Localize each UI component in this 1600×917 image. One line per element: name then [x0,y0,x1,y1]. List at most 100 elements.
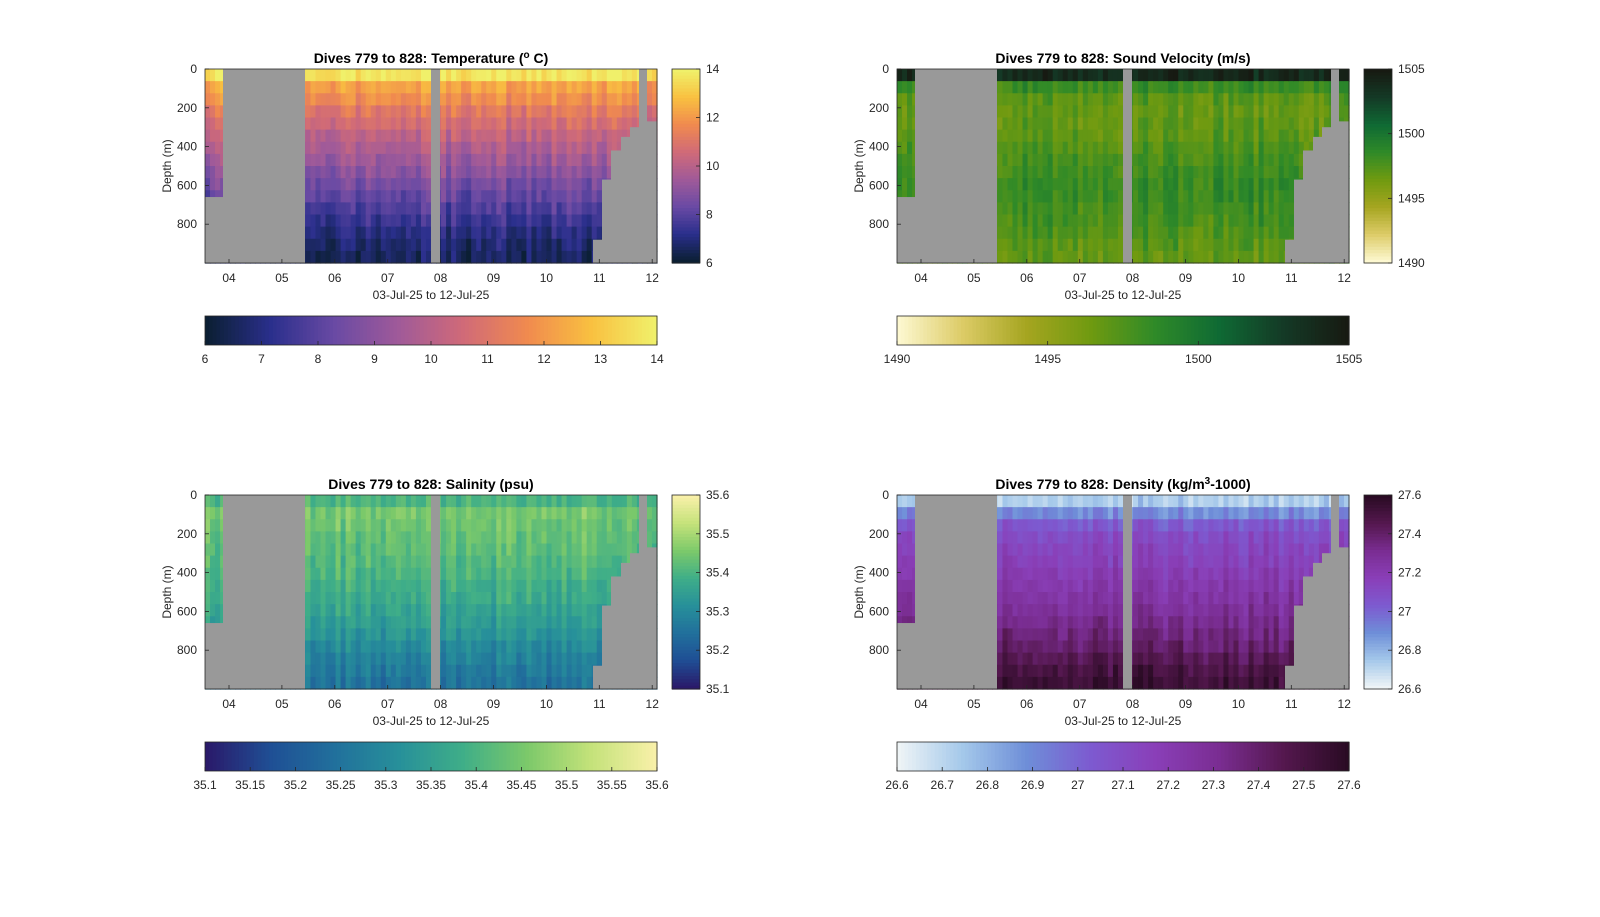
heatmap-cell [205,519,211,532]
heatmap-cell [1323,117,1330,131]
heatmap-cell [330,93,337,106]
heatmap-cell [1012,153,1019,167]
heatmap-cell [451,543,457,557]
heatmap-cell [1223,81,1230,94]
colorbar-segment [336,742,342,771]
axes-box [896,68,1350,264]
colorbar-segment [672,191,700,196]
heatmap-cell [1178,214,1184,228]
heatmap-cell [1022,153,1029,167]
heatmap-cell [501,153,507,167]
heatmap-cell [446,604,452,617]
colorbar-segment [626,316,632,345]
colorbar-segment [359,316,364,345]
colorbar-segment [672,130,700,135]
heatmap-cell [496,652,502,666]
heatmap-cell [425,250,432,264]
heatmap-cell [1102,190,1109,203]
heatmap-cell [315,81,322,94]
heatmap-cell [1183,214,1189,228]
colorbar-segment [1232,316,1237,345]
heatmap-cell [446,93,452,106]
colorbar-segment [672,669,700,674]
heatmap-cell [425,640,432,654]
heatmap-cell [1163,81,1169,94]
colorbar-segment [476,316,481,345]
heatmap-cell [621,93,628,106]
heatmap-cell [1258,250,1265,264]
heatmap-cell [1007,81,1014,94]
heatmap-cell [1268,190,1275,203]
heatmap-cell [456,567,462,581]
heatmap-cell [441,579,447,593]
heatmap-cell [1178,129,1184,143]
heatmap-cell [536,616,543,629]
heatmap-cell [536,604,543,617]
heatmap-cell [425,105,432,119]
heatmap-cell [566,178,573,191]
colorbar-segment [415,742,421,771]
heatmap-cell [405,579,412,593]
heatmap-cell [521,141,528,155]
heatmap-cell [491,519,497,532]
heatmap-cell [576,519,583,532]
heatmap-cell [506,531,512,545]
colorbar-segment [672,127,700,132]
heatmap-cell [626,69,633,82]
heatmap-cell [561,555,568,569]
heatmap-cell [1117,202,1124,216]
heatmap-cell [581,178,588,191]
heatmap-cell [1067,178,1074,191]
heatmap-cell [566,202,573,216]
heatmap-cell [1193,153,1199,167]
heatmap-cell [561,166,568,179]
heatmap-cell [420,579,427,593]
colorbar-segment [672,237,700,241]
horizontal-colorbar [896,315,1350,346]
colorbar-segment [953,316,958,345]
heatmap-cell [395,166,402,179]
colorbar-segment [427,316,432,345]
heatmap-cell [1278,129,1285,143]
heatmap-cell [1248,214,1255,228]
heatmap-cell [496,178,502,191]
heatmap-cell [1077,141,1084,155]
heatmap-cell [576,238,583,252]
heatmap-cell [410,519,417,532]
heatmap-cell [350,178,357,191]
heatmap-cell [400,214,407,228]
heatmap-cell [1173,69,1179,82]
heatmap-cell [1022,105,1029,119]
colorbar-segment [672,217,700,222]
x-tick-label: 12 [646,697,660,711]
heatmap-cell [1138,214,1144,228]
colorbar-segment [641,316,647,345]
heatmap-cell [355,543,362,557]
heatmap-cell [1248,226,1255,240]
heatmap-cell [451,226,457,240]
heatmap-cell [576,69,583,82]
heatmap-cell [305,507,312,520]
heatmap-cell [1133,69,1139,82]
heatmap-cell [1072,69,1079,82]
heatmap-cell [395,652,402,666]
heatmap-cell [1062,250,1069,264]
heatmap-cell [1253,226,1260,240]
heatmap-cell [1233,190,1240,203]
heatmap-cell [305,166,312,179]
heatmap-cell [546,250,553,264]
heatmap-cell [405,153,412,167]
heatmap-cell [591,81,598,94]
heatmap-cell [591,507,598,520]
heatmap-cell [506,202,512,216]
colorbar-segment [672,627,700,632]
heatmap-cell [551,141,558,155]
heatmap-cell [596,153,603,167]
heatmap-cell [1082,226,1089,240]
colorbar-segment [608,316,613,345]
heatmap-cell [1017,69,1024,82]
heatmap-cell [1288,214,1295,228]
heatmap-cell [1057,250,1064,264]
heatmap-cell [1208,226,1214,240]
heatmap-cell [1047,226,1054,240]
